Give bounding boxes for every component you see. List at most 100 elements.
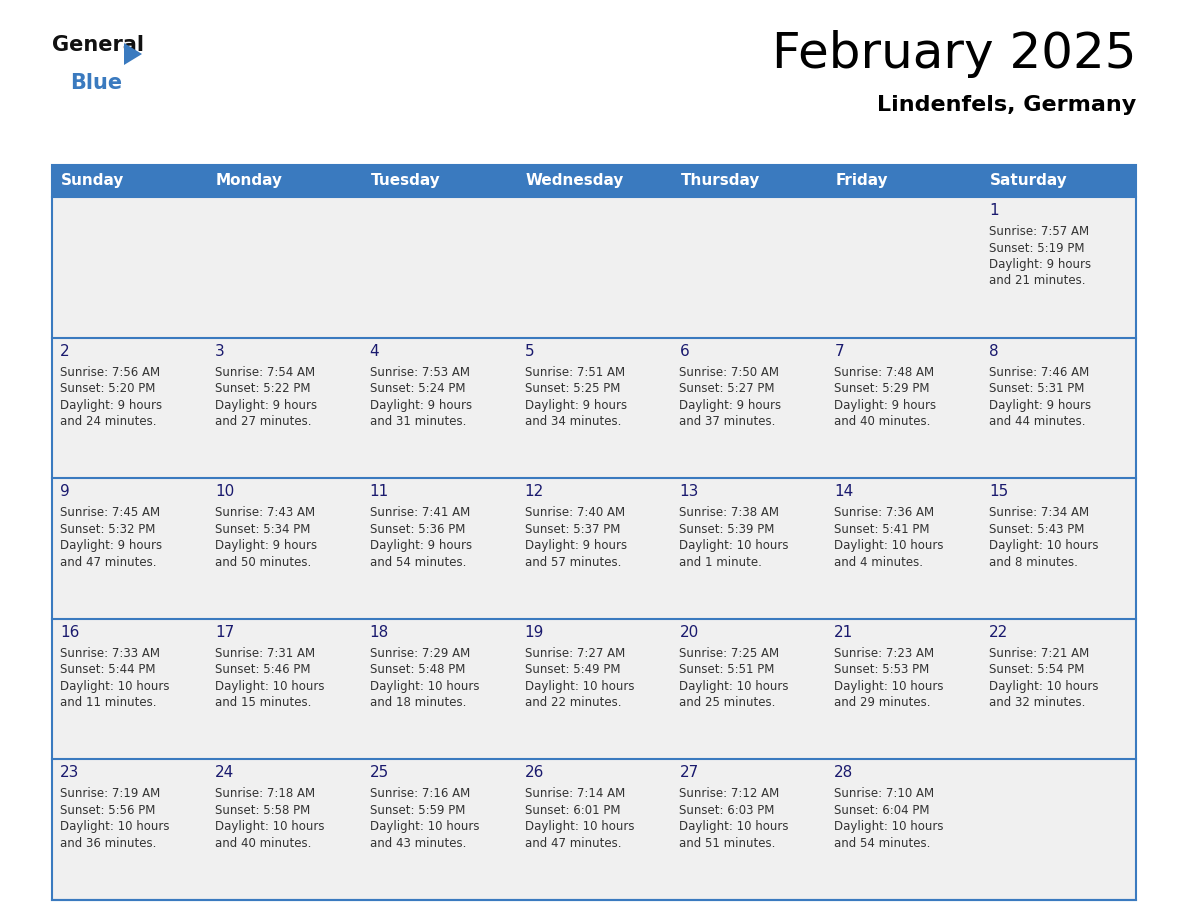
Text: and 4 minutes.: and 4 minutes. bbox=[834, 555, 923, 568]
Text: 3: 3 bbox=[215, 343, 225, 359]
Bar bbox=[517, 478, 671, 619]
Text: 11: 11 bbox=[369, 484, 388, 499]
Text: Sunset: 5:49 PM: Sunset: 5:49 PM bbox=[525, 664, 620, 677]
Text: Sunrise: 7:56 AM: Sunrise: 7:56 AM bbox=[61, 365, 160, 378]
Text: Daylight: 10 hours: Daylight: 10 hours bbox=[834, 539, 943, 553]
Text: Sunrise: 7:14 AM: Sunrise: 7:14 AM bbox=[525, 788, 625, 800]
Bar bbox=[361, 619, 517, 759]
Text: Sunset: 5:53 PM: Sunset: 5:53 PM bbox=[834, 664, 929, 677]
Bar bbox=[52, 478, 207, 619]
Text: 6: 6 bbox=[680, 343, 689, 359]
Text: and 54 minutes.: and 54 minutes. bbox=[369, 555, 466, 568]
Text: Sunrise: 7:12 AM: Sunrise: 7:12 AM bbox=[680, 788, 779, 800]
Text: Blue: Blue bbox=[70, 73, 122, 93]
Text: and 44 minutes.: and 44 minutes. bbox=[990, 415, 1086, 428]
Text: Sunset: 5:41 PM: Sunset: 5:41 PM bbox=[834, 522, 930, 536]
Text: Sunset: 5:46 PM: Sunset: 5:46 PM bbox=[215, 664, 310, 677]
Bar bbox=[981, 619, 1136, 759]
Text: Sunset: 5:20 PM: Sunset: 5:20 PM bbox=[61, 382, 156, 395]
Text: Sunrise: 7:29 AM: Sunrise: 7:29 AM bbox=[369, 647, 470, 660]
Text: Sunset: 5:24 PM: Sunset: 5:24 PM bbox=[369, 382, 466, 395]
Bar bbox=[207, 759, 361, 900]
Text: Sunset: 5:22 PM: Sunset: 5:22 PM bbox=[215, 382, 310, 395]
Text: Sunrise: 7:40 AM: Sunrise: 7:40 AM bbox=[525, 506, 625, 520]
Text: Sunset: 5:29 PM: Sunset: 5:29 PM bbox=[834, 382, 930, 395]
Text: 23: 23 bbox=[61, 766, 80, 780]
Text: 10: 10 bbox=[215, 484, 234, 499]
Text: Sunrise: 7:34 AM: Sunrise: 7:34 AM bbox=[990, 506, 1089, 520]
Text: Daylight: 9 hours: Daylight: 9 hours bbox=[369, 398, 472, 411]
Text: Sunrise: 7:33 AM: Sunrise: 7:33 AM bbox=[61, 647, 160, 660]
Text: 28: 28 bbox=[834, 766, 853, 780]
Text: Daylight: 9 hours: Daylight: 9 hours bbox=[990, 398, 1092, 411]
Text: and 21 minutes.: and 21 minutes. bbox=[990, 274, 1086, 287]
Text: Sunset: 5:44 PM: Sunset: 5:44 PM bbox=[61, 664, 156, 677]
Bar bbox=[52, 338, 207, 478]
Text: 21: 21 bbox=[834, 625, 853, 640]
Text: Sunset: 5:32 PM: Sunset: 5:32 PM bbox=[61, 522, 156, 536]
Text: Sunset: 5:43 PM: Sunset: 5:43 PM bbox=[990, 522, 1085, 536]
Text: and 27 minutes.: and 27 minutes. bbox=[215, 415, 311, 428]
Text: Sunset: 5:19 PM: Sunset: 5:19 PM bbox=[990, 241, 1085, 254]
Text: 27: 27 bbox=[680, 766, 699, 780]
Bar bbox=[981, 197, 1136, 338]
Text: Sunrise: 7:54 AM: Sunrise: 7:54 AM bbox=[215, 365, 315, 378]
Bar bbox=[671, 197, 827, 338]
Text: Sunrise: 7:10 AM: Sunrise: 7:10 AM bbox=[834, 788, 935, 800]
Text: Sunrise: 7:50 AM: Sunrise: 7:50 AM bbox=[680, 365, 779, 378]
Text: Daylight: 10 hours: Daylight: 10 hours bbox=[61, 680, 170, 693]
Text: Daylight: 10 hours: Daylight: 10 hours bbox=[525, 821, 634, 834]
Text: and 22 minutes.: and 22 minutes. bbox=[525, 696, 621, 710]
Bar bbox=[207, 619, 361, 759]
Text: 8: 8 bbox=[990, 343, 999, 359]
Text: Daylight: 10 hours: Daylight: 10 hours bbox=[369, 680, 479, 693]
Text: 7: 7 bbox=[834, 343, 843, 359]
Bar bbox=[517, 759, 671, 900]
Bar bbox=[361, 759, 517, 900]
Text: and 54 minutes.: and 54 minutes. bbox=[834, 837, 930, 850]
Text: and 50 minutes.: and 50 minutes. bbox=[215, 555, 311, 568]
Text: Daylight: 10 hours: Daylight: 10 hours bbox=[990, 539, 1099, 553]
Text: Sunrise: 7:38 AM: Sunrise: 7:38 AM bbox=[680, 506, 779, 520]
Text: and 43 minutes.: and 43 minutes. bbox=[369, 837, 466, 850]
Bar bbox=[517, 197, 671, 338]
Bar bbox=[827, 759, 981, 900]
Text: 2: 2 bbox=[61, 343, 70, 359]
Text: 1: 1 bbox=[990, 203, 999, 218]
Bar bbox=[671, 759, 827, 900]
Text: 5: 5 bbox=[525, 343, 535, 359]
Bar bbox=[517, 338, 671, 478]
Text: Daylight: 9 hours: Daylight: 9 hours bbox=[990, 258, 1092, 271]
Text: Sunset: 5:58 PM: Sunset: 5:58 PM bbox=[215, 804, 310, 817]
Bar bbox=[981, 338, 1136, 478]
Text: Monday: Monday bbox=[216, 174, 283, 188]
Text: Sunset: 5:39 PM: Sunset: 5:39 PM bbox=[680, 522, 775, 536]
Text: Daylight: 10 hours: Daylight: 10 hours bbox=[680, 821, 789, 834]
Text: Sunrise: 7:21 AM: Sunrise: 7:21 AM bbox=[990, 647, 1089, 660]
Text: and 15 minutes.: and 15 minutes. bbox=[215, 696, 311, 710]
Text: Daylight: 9 hours: Daylight: 9 hours bbox=[61, 539, 162, 553]
Text: Sunset: 6:03 PM: Sunset: 6:03 PM bbox=[680, 804, 775, 817]
Text: Sunrise: 7:31 AM: Sunrise: 7:31 AM bbox=[215, 647, 315, 660]
Text: Sunset: 5:37 PM: Sunset: 5:37 PM bbox=[525, 522, 620, 536]
Bar bbox=[827, 619, 981, 759]
Bar bbox=[827, 197, 981, 338]
Text: Lindenfels, Germany: Lindenfels, Germany bbox=[877, 95, 1136, 115]
Text: Daylight: 10 hours: Daylight: 10 hours bbox=[369, 821, 479, 834]
Text: and 29 minutes.: and 29 minutes. bbox=[834, 696, 930, 710]
Text: Sunrise: 7:25 AM: Sunrise: 7:25 AM bbox=[680, 647, 779, 660]
Text: Daylight: 9 hours: Daylight: 9 hours bbox=[215, 539, 317, 553]
Text: Sunrise: 7:19 AM: Sunrise: 7:19 AM bbox=[61, 788, 160, 800]
Text: Sunday: Sunday bbox=[61, 174, 125, 188]
Text: and 40 minutes.: and 40 minutes. bbox=[215, 837, 311, 850]
Text: Daylight: 9 hours: Daylight: 9 hours bbox=[369, 539, 472, 553]
Bar bbox=[361, 197, 517, 338]
Text: Sunset: 5:56 PM: Sunset: 5:56 PM bbox=[61, 804, 156, 817]
Bar bbox=[52, 197, 207, 338]
Text: Daylight: 10 hours: Daylight: 10 hours bbox=[215, 680, 324, 693]
Text: 24: 24 bbox=[215, 766, 234, 780]
Text: 16: 16 bbox=[61, 625, 80, 640]
Bar bbox=[517, 619, 671, 759]
Text: 4: 4 bbox=[369, 343, 379, 359]
Text: 22: 22 bbox=[990, 625, 1009, 640]
